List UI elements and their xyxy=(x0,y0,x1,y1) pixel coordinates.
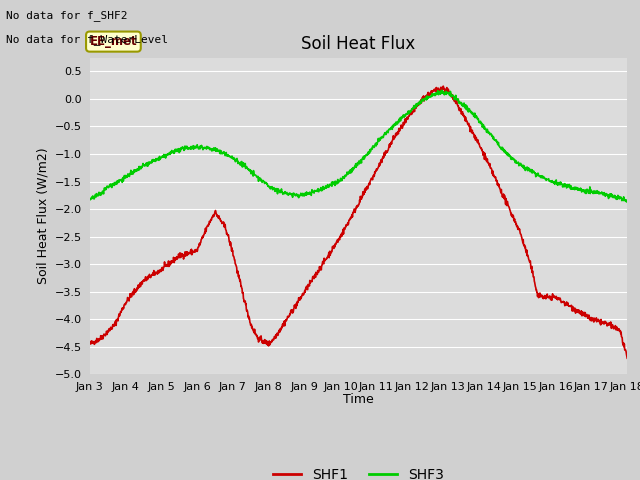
Text: No data for f_SHF2: No data for f_SHF2 xyxy=(6,10,128,21)
Line: SHF1: SHF1 xyxy=(90,86,627,358)
SHF3 xyxy=(438,87,445,93)
SHF1 xyxy=(127,293,135,299)
Title: Soil Heat Flux: Soil Heat Flux xyxy=(301,35,415,53)
SHF3 xyxy=(335,178,342,184)
SHF1 xyxy=(86,340,93,346)
SHF1 xyxy=(392,131,399,137)
SHF1 xyxy=(335,236,342,242)
SHF1 xyxy=(440,83,447,89)
Legend: SHF1, SHF3: SHF1, SHF3 xyxy=(268,463,449,480)
SHF3 xyxy=(149,156,157,162)
SHF3 xyxy=(623,198,631,204)
SHF3 xyxy=(392,122,399,128)
X-axis label: Time: Time xyxy=(343,394,374,407)
Text: No data for f_WaterLevel: No data for f_WaterLevel xyxy=(6,34,168,45)
SHF3 xyxy=(623,199,630,205)
SHF3 xyxy=(127,170,135,176)
Line: SHF3: SHF3 xyxy=(90,90,627,202)
SHF1 xyxy=(149,270,157,276)
SHF3 xyxy=(314,188,321,193)
SHF1 xyxy=(623,355,631,361)
SHF1 xyxy=(314,268,321,274)
Y-axis label: Soil Heat Flux (W/m2): Soil Heat Flux (W/m2) xyxy=(36,148,49,284)
Text: EE_met: EE_met xyxy=(90,35,137,48)
SHF1 xyxy=(325,250,333,255)
SHF3 xyxy=(325,184,333,190)
SHF3 xyxy=(86,195,93,201)
